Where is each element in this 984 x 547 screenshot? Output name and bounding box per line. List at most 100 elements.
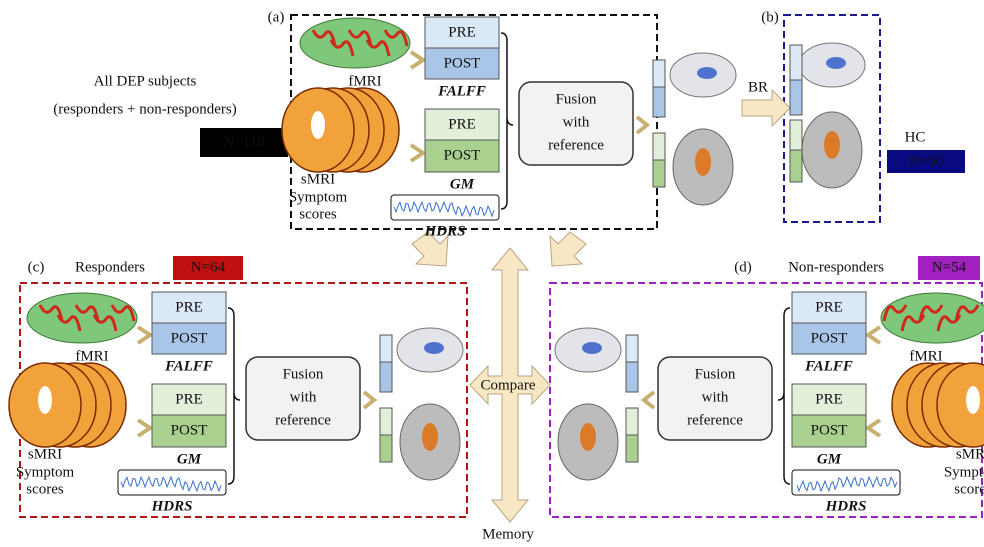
subset: (responders + non-responders) bbox=[53, 101, 236, 117]
chevron bbox=[644, 392, 654, 408]
bracket bbox=[778, 308, 790, 484]
modality: sMRI bbox=[28, 446, 62, 462]
subjects: All DEP subjects bbox=[94, 73, 197, 89]
bar bbox=[790, 80, 802, 115]
symptom: Symptom bbox=[289, 189, 348, 205]
bar bbox=[653, 87, 665, 117]
bar bbox=[790, 120, 802, 150]
post: POST bbox=[444, 147, 481, 163]
bar bbox=[380, 408, 392, 435]
activation bbox=[826, 57, 846, 69]
group: HC bbox=[905, 129, 926, 145]
fmri-image bbox=[27, 293, 137, 343]
fusion-text: reference bbox=[548, 137, 604, 153]
bar bbox=[626, 335, 638, 362]
bar bbox=[653, 133, 665, 160]
feature: GM bbox=[177, 451, 202, 467]
post: POST bbox=[811, 422, 848, 438]
bar bbox=[790, 150, 802, 182]
feature: HDRS bbox=[825, 498, 867, 514]
fusion-text: Fusion bbox=[695, 366, 736, 382]
compare: Compare bbox=[481, 377, 536, 393]
chevron bbox=[411, 145, 423, 161]
activation bbox=[424, 342, 444, 354]
bracket bbox=[501, 33, 513, 209]
group: Responders bbox=[75, 259, 145, 275]
panel-label: (c) bbox=[28, 259, 45, 275]
feature: HDRS bbox=[424, 223, 466, 239]
fusion-text: with bbox=[290, 389, 317, 405]
post: POST bbox=[444, 55, 481, 71]
panel-label: (d) bbox=[734, 259, 752, 275]
chevron bbox=[138, 327, 150, 343]
fmri-image bbox=[881, 293, 984, 343]
figure: All DEP subjects (responders + non-respon… bbox=[0, 0, 984, 547]
feature: FALFF bbox=[804, 358, 853, 374]
down-arrow bbox=[550, 232, 586, 266]
hdrs-plot bbox=[792, 470, 900, 495]
chevron bbox=[868, 327, 880, 343]
bar bbox=[653, 60, 665, 87]
n-label: N=64 bbox=[191, 259, 226, 275]
smri-ventricle bbox=[38, 386, 52, 414]
bar bbox=[380, 435, 392, 462]
n-label: N=60 bbox=[909, 153, 943, 169]
symptom: scores bbox=[954, 481, 984, 497]
feature: FALFF bbox=[437, 83, 486, 99]
chevron bbox=[138, 420, 150, 436]
symptom: Symptom bbox=[16, 464, 75, 480]
pre: PRE bbox=[815, 299, 843, 315]
pre: PRE bbox=[448, 116, 476, 132]
modality: sMRI bbox=[956, 446, 984, 462]
bar bbox=[653, 160, 665, 187]
activation bbox=[824, 131, 840, 159]
fusion-text: with bbox=[563, 114, 590, 130]
modality: fMRI bbox=[348, 73, 381, 89]
post: POST bbox=[171, 330, 208, 346]
modality: fMRI bbox=[909, 348, 942, 364]
feature: FALFF bbox=[164, 358, 213, 374]
fmri-image bbox=[300, 18, 410, 68]
fusion-text: with bbox=[702, 389, 729, 405]
panel-label: (b) bbox=[761, 9, 779, 25]
pre: PRE bbox=[175, 299, 203, 315]
pre: PRE bbox=[815, 391, 843, 407]
pre: PRE bbox=[448, 24, 476, 40]
chevron bbox=[411, 52, 423, 68]
panel-label: (a) bbox=[268, 9, 285, 25]
fusion-text: Fusion bbox=[556, 91, 597, 107]
feature: GM bbox=[450, 176, 475, 192]
activation bbox=[582, 342, 602, 354]
symptom: scores bbox=[299, 206, 337, 222]
activation bbox=[695, 148, 711, 176]
post: POST bbox=[811, 330, 848, 346]
n-label: N=54 bbox=[932, 259, 967, 275]
chevron bbox=[364, 392, 374, 408]
br-label: BR bbox=[748, 79, 768, 95]
chevron bbox=[637, 117, 647, 133]
group: Non-responders bbox=[788, 259, 884, 275]
symptom: Symptom bbox=[944, 464, 984, 480]
fusion-text: reference bbox=[275, 412, 331, 428]
bar bbox=[626, 408, 638, 435]
bar bbox=[790, 45, 802, 80]
feature: GM bbox=[817, 451, 842, 467]
bar bbox=[626, 435, 638, 462]
fusion-text: reference bbox=[687, 412, 743, 428]
hdrs-plot bbox=[391, 195, 499, 220]
activation bbox=[580, 423, 596, 451]
symptom: scores bbox=[26, 481, 64, 497]
memory: Memory bbox=[482, 526, 534, 542]
feature: HDRS bbox=[151, 498, 193, 514]
pre: PRE bbox=[175, 391, 203, 407]
smri-ventricle bbox=[966, 386, 980, 414]
smri-ventricle bbox=[311, 111, 325, 139]
modality: fMRI bbox=[75, 348, 108, 364]
chevron bbox=[868, 420, 880, 436]
activation bbox=[422, 423, 438, 451]
post: POST bbox=[171, 422, 208, 438]
modality: sMRI bbox=[301, 171, 335, 187]
fusion-text: Fusion bbox=[283, 366, 324, 382]
hdrs-plot bbox=[118, 470, 226, 495]
bar bbox=[626, 362, 638, 392]
